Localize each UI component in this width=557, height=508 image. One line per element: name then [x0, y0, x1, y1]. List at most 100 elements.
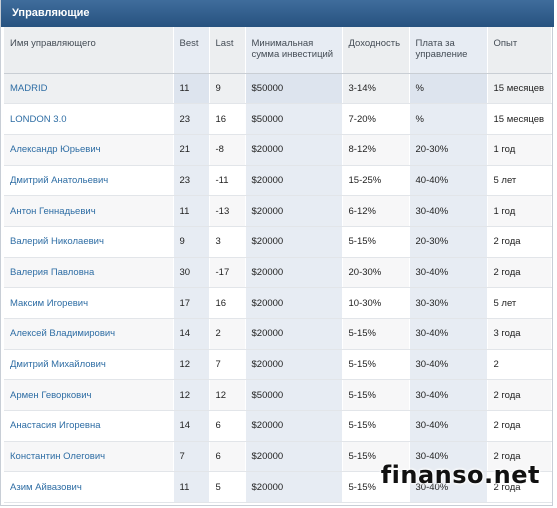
cell-fee: 30-40%: [409, 471, 488, 504]
cell-yield: 5-15%: [342, 349, 410, 381]
panel-title: Управляющие: [1, 0, 554, 27]
cell-last: 16: [209, 287, 246, 319]
cell-experience: 2 года: [487, 441, 552, 473]
cell-fee: 20-30%: [409, 134, 488, 166]
cell-last: 7: [209, 349, 246, 381]
table-row[interactable]: Анастасия Игоревна 14 6 $20000 5-15% 30-40% 2 …: [4, 410, 552, 442]
column-header-min-investment[interactable]: Минимальная сумма инвестиций: [245, 27, 343, 74]
cell-yield: 10-30%: [342, 287, 410, 319]
manager-name-link[interactable]: Алексей Владимирович: [4, 318, 174, 350]
cell-yield: 7-20%: [342, 103, 410, 135]
column-header-name[interactable]: Имя управляющего: [4, 27, 174, 74]
cell-last: 16: [209, 103, 246, 135]
cell-last: 2: [209, 318, 246, 350]
manager-name-link[interactable]: LONDON 3.0: [4, 103, 174, 135]
cell-last: -8: [209, 134, 246, 166]
manager-name-link[interactable]: MADRID: [4, 73, 174, 105]
table-row[interactable]: Александр Юрьевич 21 -8 $20000 8-12% 20-30% 1 …: [4, 134, 552, 166]
cell-fee: 30-40%: [409, 379, 488, 412]
cell-fee: 30-40%: [409, 410, 488, 442]
manager-name-link[interactable]: Максим Игоревич: [4, 287, 174, 319]
cell-last: 6: [209, 410, 246, 442]
cell-min-investment: $20000: [245, 318, 343, 350]
cell-min-investment: $20000: [245, 410, 343, 442]
manager-name-link[interactable]: Дмитрий Михайлович: [4, 349, 174, 381]
table-row[interactable]: Константин Олегович 7 6 $20000 5-15% 30-40% 2 …: [4, 441, 552, 473]
cell-min-investment: $50000: [245, 103, 343, 135]
cell-best: 14: [173, 318, 210, 350]
cell-min-investment: $20000: [245, 165, 343, 197]
cell-yield: 5-15%: [342, 379, 410, 412]
cell-min-investment: $20000: [245, 195, 343, 227]
cell-experience: 2: [487, 349, 552, 381]
table-row[interactable]: LONDON 3.0 23 16 $50000 7-20%% 15 месяцев: [4, 103, 552, 135]
table-row[interactable]: Алексей Владимирович 14 2 $20000 5-15% 30-40%…: [4, 318, 552, 350]
cell-best: 23: [173, 103, 210, 135]
column-header-experience[interactable]: Опыт: [487, 27, 552, 74]
cell-last: 12: [209, 379, 246, 412]
manager-name-link[interactable]: Азим Айвазович: [4, 471, 174, 504]
column-header-fee[interactable]: Плата за управление: [409, 27, 488, 74]
table-row[interactable]: Армен Геворкович 12 12 $50000 5-15% 30-40% 2 г…: [4, 379, 552, 412]
cell-best: 11: [173, 195, 210, 227]
cell-yield: 20-30%: [342, 257, 410, 289]
table-row[interactable]: Валерий Николаевич 9 3 $20000 5-15% 20-30% 2 г…: [4, 226, 552, 258]
cell-min-investment: $20000: [245, 226, 343, 258]
manager-name-link[interactable]: Антон Геннадьевич: [4, 195, 174, 227]
column-header-last[interactable]: Last: [209, 27, 246, 74]
column-header-best[interactable]: Best: [173, 27, 210, 74]
cell-experience: 2 года: [487, 410, 552, 442]
table-row[interactable]: Азим Айвазович 11 5 $20000 5-15% 30-40% 2 года: [4, 471, 552, 504]
table-row[interactable]: Дмитрий Михайлович 12 7 $20000 5-15% 30-40% 2: [4, 349, 552, 381]
cell-yield: 3-14%: [342, 73, 410, 105]
cell-fee: 40-40%: [409, 165, 488, 197]
cell-best: 23: [173, 165, 210, 197]
cell-best: 21: [173, 134, 210, 166]
column-header-yield[interactable]: Доходность: [342, 27, 410, 74]
table-row[interactable]: Антон Геннадьевич 11 -13 $20000 6-12% 30-40% 1…: [4, 195, 552, 227]
cell-fee: 30-40%: [409, 318, 488, 350]
cell-experience: 1 год: [487, 134, 552, 166]
cell-min-investment: $20000: [245, 134, 343, 166]
cell-experience: 1 год: [487, 195, 552, 227]
manager-name-link[interactable]: Армен Геворкович: [4, 379, 174, 412]
cell-best: 12: [173, 349, 210, 381]
cell-last: 5: [209, 471, 246, 504]
cell-min-investment: $20000: [245, 287, 343, 319]
cell-fee: 30-40%: [409, 441, 488, 473]
table-row[interactable]: MADRID 11 9 $50000 3-14%% 15 месяцев: [4, 73, 552, 105]
cell-best: 9: [173, 226, 210, 258]
manager-name-link[interactable]: Александр Юрьевич: [4, 134, 174, 166]
cell-min-investment: $20000: [245, 349, 343, 381]
cell-experience: 15 месяцев: [487, 103, 552, 135]
manager-name-link[interactable]: Валерия Павловна: [4, 257, 174, 289]
cell-min-investment: $20000: [245, 441, 343, 473]
cell-experience: 2 года: [487, 471, 552, 504]
cell-experience: 2 года: [487, 226, 552, 258]
manager-name-link[interactable]: Валерий Николаевич: [4, 226, 174, 258]
cell-yield: 5-15%: [342, 471, 410, 504]
manager-name-link[interactable]: Константин Олегович: [4, 441, 174, 473]
cell-experience: 15 месяцев: [487, 73, 552, 105]
cell-best: 7: [173, 441, 210, 473]
cell-min-investment: $50000: [245, 379, 343, 412]
manager-name-link[interactable]: Дмитрий Анатольевич: [4, 165, 174, 197]
cell-fee: %: [409, 73, 488, 105]
cell-best: 14: [173, 410, 210, 442]
cell-yield: 5-15%: [342, 318, 410, 350]
table-row[interactable]: Валерия Павловна 30 -17 $20000 20-30% 30-40% 2…: [4, 257, 552, 289]
cell-experience: 5 лет: [487, 287, 552, 319]
table-header-row: Имя управляющего Best Last Минимальная с…: [4, 27, 552, 74]
managers-table: Имя управляющего Best Last Минимальная с…: [4, 27, 552, 504]
cell-fee: 30-40%: [409, 349, 488, 381]
cell-min-investment: $20000: [245, 257, 343, 289]
manager-name-link[interactable]: Анастасия Игоревна: [4, 410, 174, 442]
cell-fee: 30-40%: [409, 257, 488, 289]
cell-experience: 3 года: [487, 318, 552, 350]
cell-yield: 5-15%: [342, 410, 410, 442]
table-row[interactable]: Максим Игоревич 17 16 $20000 10-30% 30-30% 5 л…: [4, 287, 552, 319]
cell-best: 11: [173, 73, 210, 105]
cell-last: -17: [209, 257, 246, 289]
table-row[interactable]: Дмитрий Анатольевич 23 -11 $20000 15-25% 40-4…: [4, 165, 552, 197]
